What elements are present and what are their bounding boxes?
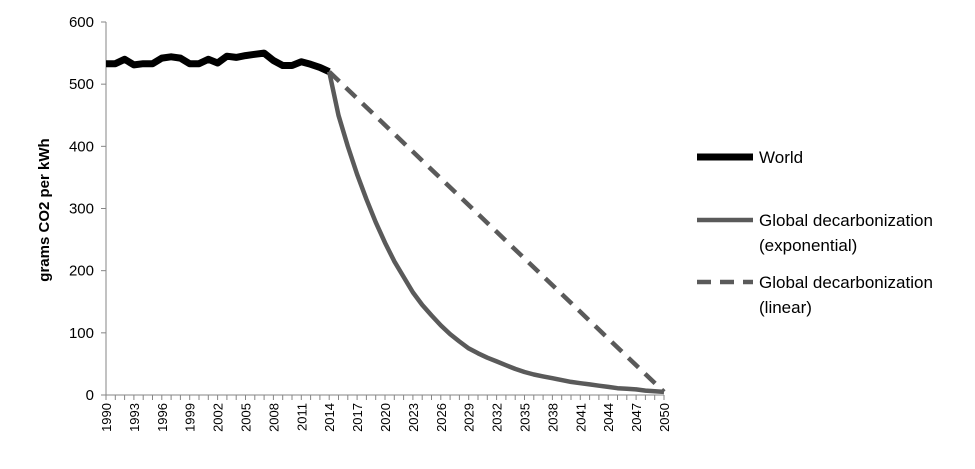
x-tick-label: 2029 (462, 403, 477, 432)
series-line-2 (327, 70, 666, 394)
series-line-1 (326, 71, 665, 395)
x-tick-label: 1993 (127, 403, 142, 432)
x-tick-label: 2020 (378, 403, 393, 432)
x-tick-label: 2014 (322, 403, 337, 432)
series-line-0 (106, 49, 331, 75)
x-tick-label: 2035 (518, 403, 533, 432)
x-tick-label: 2017 (350, 403, 365, 432)
y-tick-label: 400 (69, 138, 94, 155)
y-tick-label: 0 (86, 387, 94, 404)
legend-label-1: Global decarbonization (759, 211, 933, 230)
y-tick-label: 100 (69, 325, 94, 342)
x-tick-label: 2002 (211, 403, 226, 432)
x-tick-label: 2008 (266, 403, 281, 432)
legend-label-1: (exponential) (759, 236, 857, 255)
legend-label-2: (linear) (759, 298, 812, 317)
series-lines (106, 49, 666, 395)
x-tick-label: 2026 (434, 403, 449, 432)
y-tick-label: 600 (69, 14, 94, 31)
y-axis-label: grams CO2 per kWh (36, 138, 53, 281)
legend: World Global decarbonization (exponential)… (697, 148, 933, 317)
axes (105, 22, 664, 396)
x-ticks: 1990 1993 1996 1999 2002 2005 2008 2011 2014 2017… (99, 395, 672, 432)
x-tick-label: 2038 (545, 403, 560, 432)
legend-label-2: Global decarbonization (759, 273, 933, 292)
legend-label-0: World (759, 148, 803, 167)
x-tick-label: 2050 (657, 403, 672, 432)
x-tick-label: 2011 (294, 403, 309, 431)
x-tick-label: 2005 (239, 403, 254, 432)
y-tick-label: 500 (69, 76, 94, 93)
x-tick-label: 1999 (183, 403, 198, 432)
x-tick-label: 1996 (155, 403, 170, 432)
y-tick-label: 200 (69, 263, 94, 280)
x-tick-label: 2023 (406, 403, 421, 432)
x-tick-label: 1990 (99, 403, 114, 432)
y-tick-label: 300 (69, 201, 94, 218)
x-tick-label: 2032 (490, 403, 505, 432)
y-ticks: 0 100 200 300 400 500 600 (69, 14, 106, 404)
x-tick-label: 2044 (601, 403, 616, 432)
x-tick-label: 2041 (573, 403, 588, 432)
x-tick-label: 2047 (629, 403, 644, 432)
